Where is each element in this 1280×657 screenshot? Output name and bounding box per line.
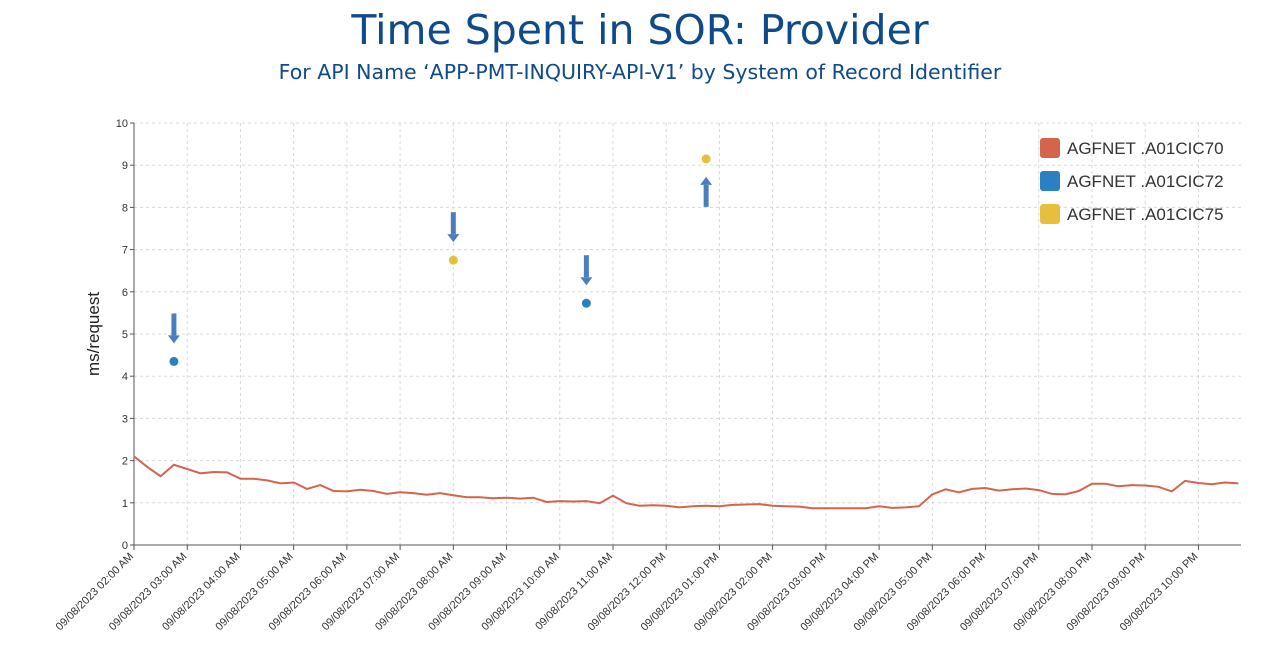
legend-swatch xyxy=(1040,204,1060,224)
annotation-arrows xyxy=(167,176,713,344)
y-tick-label: 9 xyxy=(122,160,128,172)
data-point xyxy=(581,298,591,308)
arrow-up-icon xyxy=(700,176,713,207)
y-tick-label: 2 xyxy=(122,456,128,468)
legend-item: AGFNET .A01CIC75 xyxy=(1040,204,1224,224)
arrow-down-icon xyxy=(580,255,593,286)
y-tick-label: 1 xyxy=(122,498,128,510)
y-tick-label: 3 xyxy=(122,413,128,425)
chart-subtitle: For API Name ‘APP-PMT-INQUIRY-API-V1’ by… xyxy=(278,60,1002,84)
legend-label: AGFNET .A01CIC70 xyxy=(1067,139,1224,158)
legend: AGFNET .A01CIC70 AGFNET .A01CIC72 AGFNET .… xyxy=(1040,138,1224,224)
data-point xyxy=(701,154,711,164)
y-tick-label: 10 xyxy=(116,118,128,130)
data-point xyxy=(169,356,179,366)
arrow-down-icon xyxy=(447,212,460,243)
grid-lines xyxy=(134,122,1241,545)
legend-item: AGFNET .A01CIC72 xyxy=(1040,171,1224,191)
series-layer xyxy=(133,154,1239,510)
y-tick-label: 4 xyxy=(122,371,128,383)
y-tick-label: 6 xyxy=(122,287,128,299)
y-tick-label: 8 xyxy=(122,202,128,214)
legend-swatch xyxy=(1040,171,1060,191)
arrow-down-icon xyxy=(167,313,180,344)
legend-item: AGFNET .A01CIC70 xyxy=(1040,138,1224,158)
legend-swatch xyxy=(1040,138,1060,158)
chart-title: Time Spent in SOR: Provider xyxy=(351,6,929,54)
y-tick-label: 5 xyxy=(122,329,128,341)
y-axis-ticks: 0 1 2 3 4 5 6 7 8 9 10 xyxy=(116,118,134,552)
y-axis-label: ms/request xyxy=(84,292,103,376)
data-point xyxy=(448,255,458,265)
y-tick-label: 0 xyxy=(122,540,128,552)
legend-label: AGFNET .A01CIC72 xyxy=(1067,172,1224,191)
y-tick-label: 7 xyxy=(122,245,128,257)
legend-label: AGFNET .A01CIC75 xyxy=(1067,205,1224,224)
series-line xyxy=(133,455,1239,510)
